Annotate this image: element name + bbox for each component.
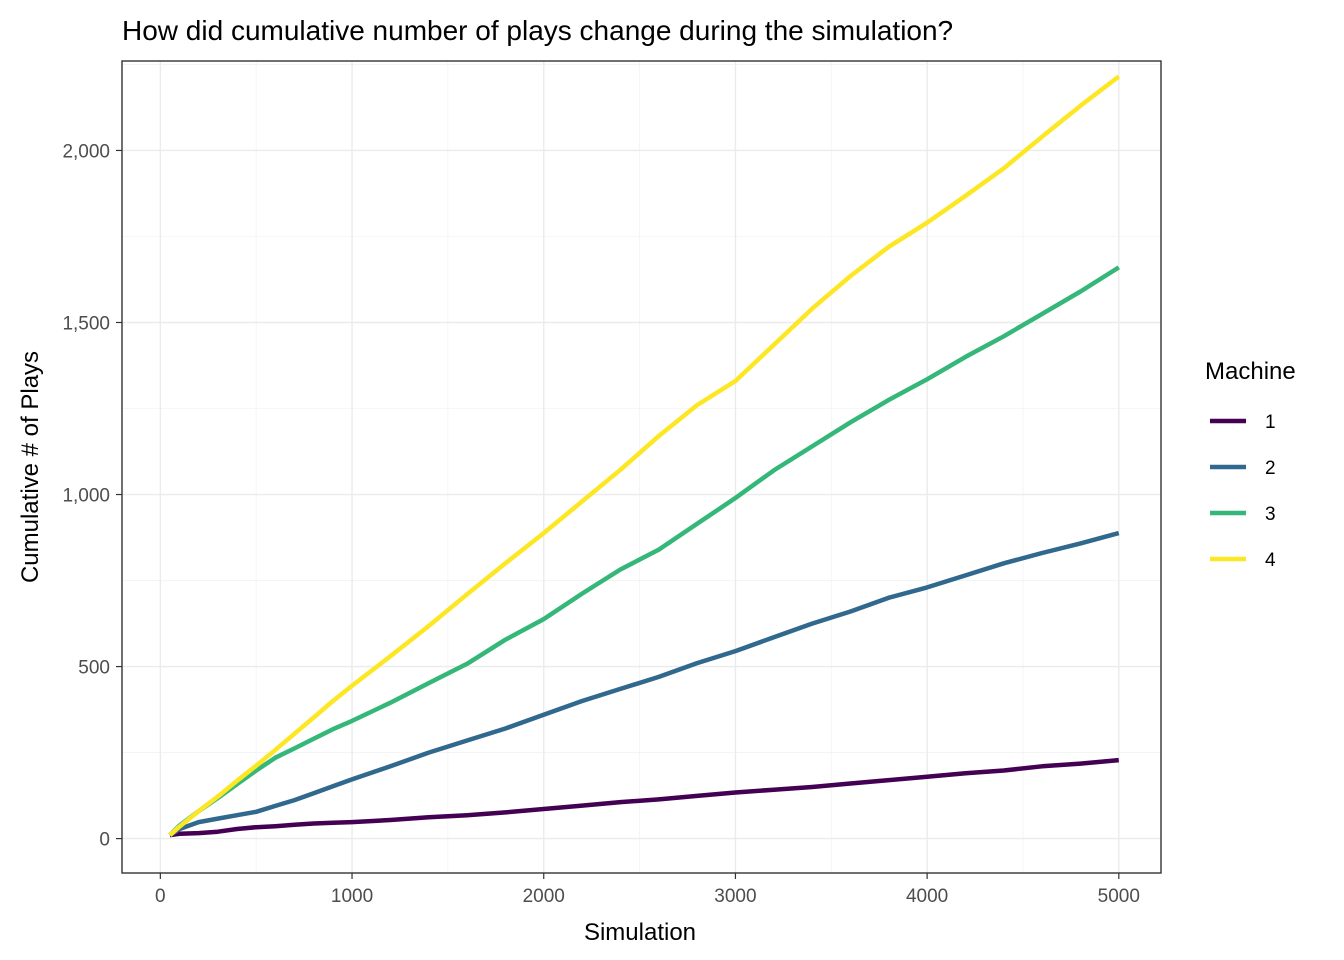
y-axis-title: Cumulative # of Plays (17, 351, 44, 583)
series-line-machine-2 (168, 530, 1120, 838)
x-tick-label: 5000 (1098, 886, 1140, 907)
major-gridlines (122, 61, 1161, 873)
legend: Machine 1 2 3 4 (1205, 358, 1296, 571)
x-axis: 0 1000 2000 3000 4000 5000 (155, 873, 1140, 907)
legend-label-machine-1: 1 (1265, 412, 1276, 433)
y-tick-label: 1,500 (62, 313, 110, 334)
plot-area (121, 60, 1162, 874)
legend-label-machine-3: 3 (1265, 504, 1276, 525)
series-line-machine-3 (168, 265, 1120, 837)
minor-gridlines (122, 61, 1161, 873)
chart-title: How did cumulative number of plays chang… (122, 15, 953, 46)
panel-border (121, 60, 1162, 874)
legend-label-machine-2: 2 (1265, 458, 1276, 479)
legend-label-machine-4: 4 (1265, 550, 1276, 571)
x-tick-label: 0 (155, 886, 166, 907)
x-tick-label: 3000 (714, 886, 756, 907)
series-line-machine-4 (168, 74, 1121, 837)
x-axis-title: Simulation (584, 919, 696, 946)
y-tick-label: 0 (99, 830, 110, 851)
legend-title: Machine (1205, 358, 1296, 385)
x-tick-label: 1000 (331, 886, 373, 907)
series-lines (168, 74, 1121, 838)
legend-items: 1 2 3 4 (1210, 412, 1276, 571)
y-tick-label: 2,000 (62, 141, 110, 162)
y-tick-label: 500 (78, 658, 110, 679)
x-tick-label: 2000 (523, 886, 565, 907)
y-axis: 0 500 1,000 1,500 2,000 (62, 141, 122, 851)
x-tick-label: 4000 (906, 886, 948, 907)
y-tick-label: 1,000 (62, 486, 110, 507)
series-line-machine-1 (169, 757, 1120, 838)
